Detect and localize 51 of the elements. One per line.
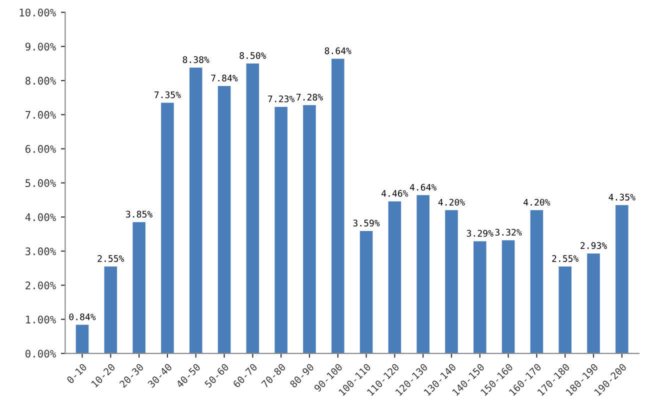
y-tick-label: 2.00% — [26, 281, 56, 290]
y-tick-label: 1.00% — [26, 316, 56, 324]
y-tick-label: 7.00% — [26, 110, 56, 119]
data-label: 3.29% — [466, 230, 494, 237]
data-label: 2.55% — [98, 255, 124, 262]
bar — [104, 266, 118, 354]
data-label: 3.32% — [495, 228, 522, 236]
data-label: 3.59% — [353, 220, 380, 226]
bar — [76, 324, 89, 354]
data-label: 4.35% — [608, 194, 636, 201]
bar — [161, 102, 174, 354]
data-label: 2.55% — [552, 255, 579, 262]
y-tick-label: 5.00% — [26, 179, 56, 188]
bar — [474, 241, 486, 354]
bar — [616, 205, 628, 354]
y-tick-label: 6.00% — [25, 145, 56, 153]
bar — [274, 106, 288, 354]
y-tick-label: 10.00% — [20, 8, 56, 16]
data-label: 0.84% — [69, 313, 96, 320]
data-label: 8.50% — [240, 52, 266, 59]
bar — [587, 254, 600, 354]
bar — [445, 210, 458, 354]
data-label: 7.84% — [211, 74, 238, 82]
bar — [530, 210, 544, 354]
y-tick-label: 4.00% — [25, 213, 56, 222]
data-label: 4.46% — [382, 190, 408, 197]
data-label: 2.93% — [580, 242, 607, 249]
bar — [189, 68, 202, 354]
data-label: 7.35% — [154, 91, 181, 98]
data-label: 8.64% — [324, 47, 352, 54]
bar — [331, 58, 344, 354]
data-label: 4.20% — [524, 198, 550, 206]
bar — [558, 266, 572, 354]
bar — [360, 230, 373, 354]
bar — [502, 240, 515, 354]
bar — [218, 86, 231, 354]
bar — [132, 222, 146, 354]
y-tick-label: 0.00% — [25, 350, 56, 358]
data-label: 4.64% — [410, 184, 437, 191]
y-tick-label: 9.00% — [25, 42, 56, 51]
y-tick-label: 8.00% — [25, 76, 56, 85]
data-label: 4.20% — [438, 198, 465, 206]
data-label: 3.85% — [126, 210, 152, 218]
bar — [303, 105, 316, 354]
data-label: 8.38% — [182, 56, 210, 64]
data-label: 7.23% — [268, 95, 295, 102]
bar — [416, 195, 430, 354]
bar — [388, 201, 402, 354]
bar — [246, 64, 260, 354]
y-tick-label: 3.00% — [26, 247, 56, 256]
data-label: 7.28% — [296, 94, 323, 101]
